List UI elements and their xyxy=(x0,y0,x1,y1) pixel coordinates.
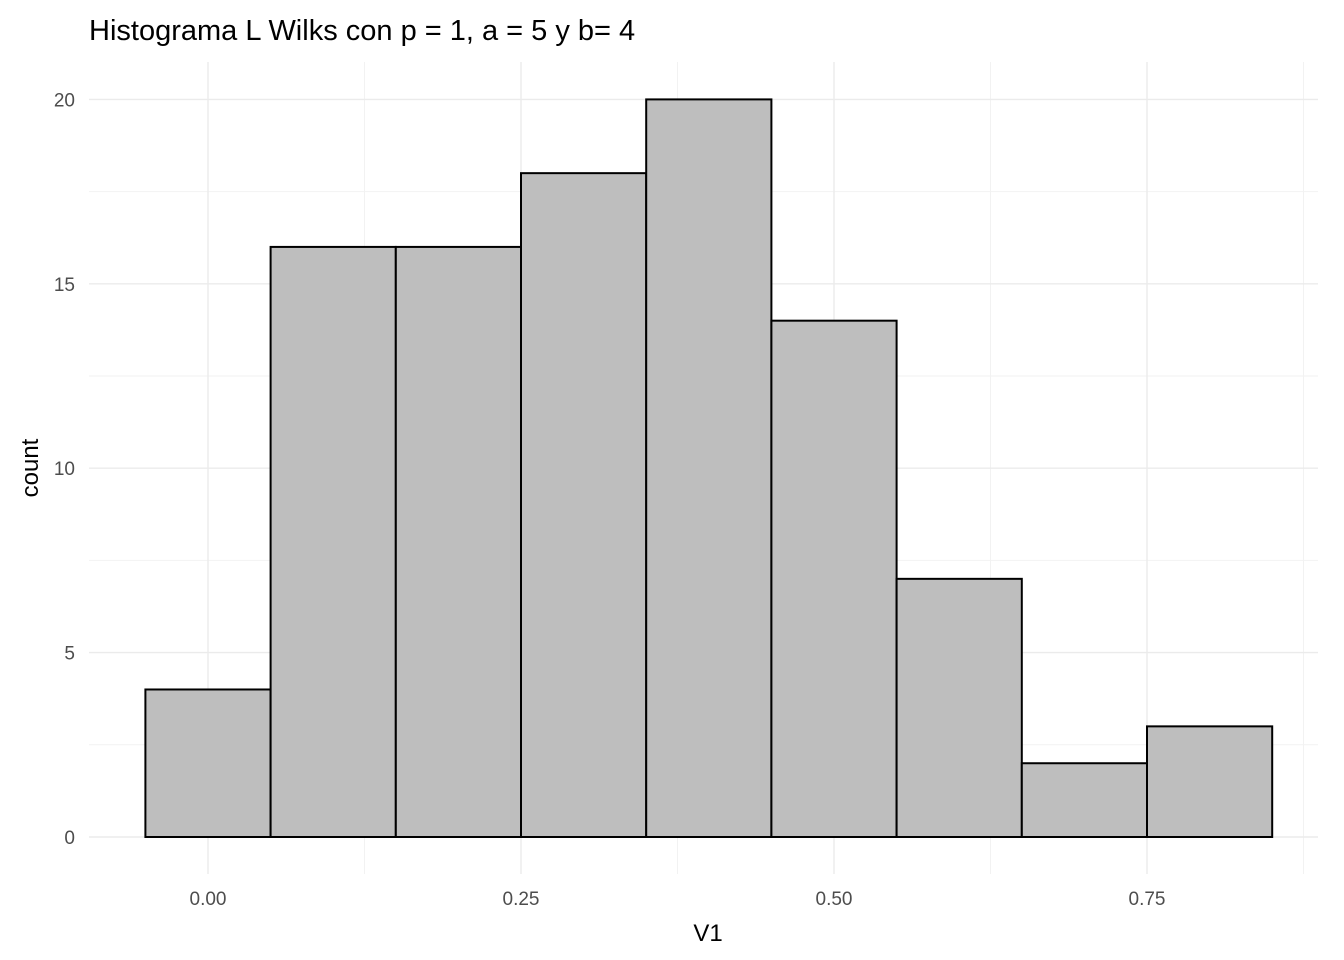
histogram-bar-3 xyxy=(394,245,522,839)
histogram-bar-7 xyxy=(895,577,1023,839)
histogram-bar-2 xyxy=(269,245,397,839)
y-tick-label: 15 xyxy=(54,275,75,296)
y-tick-label: 10 xyxy=(54,459,75,480)
histogram-bar-9 xyxy=(1146,725,1274,838)
x-axis-title: V1 xyxy=(693,920,722,947)
x-tick-label: 0.75 xyxy=(1129,889,1166,910)
histogram-bar-4 xyxy=(520,172,648,839)
histogram-bar-5 xyxy=(645,98,773,838)
y-tick-label: 0 xyxy=(64,828,75,849)
x-tick-label: 0.25 xyxy=(503,889,540,910)
chart-title: Histograma L Wilks con p = 1, a = 5 y b=… xyxy=(89,15,635,47)
x-tick-label: 0.50 xyxy=(816,889,853,910)
histogram-bars xyxy=(144,98,1274,839)
y-tick-label: 5 xyxy=(64,644,75,665)
x-tick-labels: 0.00 0.25 0.50 0.75 xyxy=(190,889,1166,910)
y-axis-title: count xyxy=(17,438,44,497)
x-tick-label: 0.00 xyxy=(190,889,227,910)
y-tick-labels: 0 5 10 15 20 xyxy=(54,90,75,849)
histogram-bar-6 xyxy=(770,319,898,838)
histogram-bar-1 xyxy=(144,688,272,838)
y-tick-label: 20 xyxy=(54,90,75,111)
histogram-bar-8 xyxy=(1020,762,1148,838)
